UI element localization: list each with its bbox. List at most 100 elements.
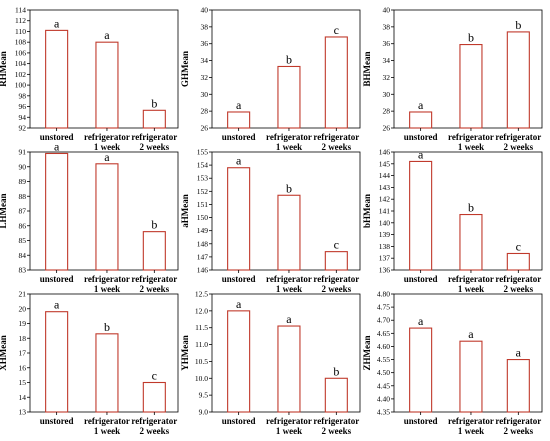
y-tick-label: 89 xyxy=(19,177,27,186)
y-tick-label: 110 xyxy=(15,27,26,36)
y-tick-label: 143 xyxy=(379,183,391,192)
x-tick-label: refrigerator 2 weeks xyxy=(131,274,177,294)
bar-2 xyxy=(459,44,483,129)
bar-1 xyxy=(409,111,433,129)
bar-1 xyxy=(45,152,69,271)
y-tick-label: 144 xyxy=(379,171,391,180)
y-tick-label: 36 xyxy=(383,39,391,48)
x-tick-label: unstored xyxy=(222,274,256,284)
chart-panel-ahmean: 146 147 148 149 150 151 152 153 154 155 aHMean a uns… xyxy=(180,148,361,294)
significance-letter: b xyxy=(468,201,474,215)
x-tick-label: refrigerator 1 week xyxy=(448,416,494,436)
bar-2 xyxy=(277,65,301,129)
bar-3 xyxy=(142,231,166,271)
x-tick-label: refrigerator 1 week xyxy=(84,274,130,294)
y-tick-label: 20 xyxy=(19,304,27,313)
bar-1 xyxy=(409,160,433,271)
y-tick-label: 141 xyxy=(379,207,391,216)
bar-1 xyxy=(409,327,433,413)
bar-2 xyxy=(277,194,301,271)
bar-3 xyxy=(142,381,166,413)
x-tick-label: refrigerator 2 weeks xyxy=(313,274,359,294)
y-tick-label: 12.5 xyxy=(195,290,208,299)
bar-3 xyxy=(506,31,530,129)
bar-2 xyxy=(95,163,119,271)
significance-letter: a xyxy=(104,150,110,164)
y-tick-label: 114 xyxy=(15,6,26,15)
x-tick-label: refrigerator 1 week xyxy=(448,274,494,294)
significance-letter: a xyxy=(418,147,424,161)
y-tick-label: 153 xyxy=(197,174,209,183)
bar-1 xyxy=(45,311,69,413)
y-tick-label: 138 xyxy=(379,242,391,251)
y-tick-label: 86 xyxy=(19,221,27,230)
y-tick-label: 4.55 xyxy=(377,355,390,364)
y-tick-label: 4.50 xyxy=(377,368,390,377)
y-tick-label: 150 xyxy=(197,213,209,222)
y-tick-label: 30 xyxy=(201,90,209,99)
significance-letter: b xyxy=(333,364,339,378)
y-tick-label: 91 xyxy=(19,148,27,157)
significance-letter: a xyxy=(286,312,292,326)
y-tick-label: 85 xyxy=(19,236,27,245)
y-tick-label: 146 xyxy=(197,266,209,275)
y-tick-label: 40 xyxy=(383,6,391,15)
y-tick-label: 102 xyxy=(15,70,27,79)
y-axis-label: YHMean xyxy=(180,335,190,371)
y-axis-label: XHMean xyxy=(0,335,8,371)
y-tick-label: 18 xyxy=(19,334,27,343)
bar-2 xyxy=(95,41,119,129)
x-tick-label: refrigerator 2 weeks xyxy=(495,274,541,294)
significance-letter: a xyxy=(54,16,60,30)
y-tick-label: 40 xyxy=(201,6,209,15)
significance-letter: a xyxy=(236,297,242,311)
significance-letter: c xyxy=(152,369,157,383)
y-tick-label: 10.5 xyxy=(195,357,208,366)
chart-panel-ghmean: 26 28 30 32 34 36 38 40 GHMean a unstored b refriger… xyxy=(180,6,361,152)
y-tick-label: 13 xyxy=(19,408,27,417)
y-tick-label: 146 xyxy=(379,148,391,157)
significance-letter: a xyxy=(54,139,60,153)
y-tick-label: 11.0 xyxy=(195,340,208,349)
y-axis-label: LHMean xyxy=(0,194,8,229)
y-tick-label: 21 xyxy=(19,290,27,299)
y-tick-label: 154 xyxy=(197,161,209,170)
significance-letter: b xyxy=(515,18,521,32)
y-tick-label: 139 xyxy=(379,230,391,239)
y-tick-label: 104 xyxy=(15,59,27,68)
y-tick-label: 106 xyxy=(15,48,27,57)
y-tick-label: 32 xyxy=(201,73,209,82)
y-tick-label: 90 xyxy=(19,162,27,171)
y-tick-label: 87 xyxy=(19,207,27,216)
y-tick-label: 28 xyxy=(201,107,209,116)
bar-3 xyxy=(324,377,348,413)
x-tick-label: refrigerator 1 week xyxy=(266,132,312,152)
bar-1 xyxy=(227,310,251,413)
y-axis-label: BHMean xyxy=(362,52,372,87)
y-tick-label: 140 xyxy=(379,218,391,227)
y-tick-label: 152 xyxy=(197,187,209,196)
bar-1 xyxy=(227,167,251,271)
x-tick-label: refrigerator 1 week xyxy=(84,416,130,436)
y-tick-label: 9.0 xyxy=(199,408,209,417)
x-tick-label: refrigerator 1 week xyxy=(266,416,312,436)
x-tick-label: unstored xyxy=(40,132,74,142)
y-tick-label: 32 xyxy=(383,73,391,82)
significance-letter: b xyxy=(286,52,292,66)
y-tick-label: 4.40 xyxy=(377,394,390,403)
significance-letter: a xyxy=(54,298,60,312)
x-tick-label: unstored xyxy=(40,274,74,284)
significance-letter: c xyxy=(516,239,521,253)
y-tick-label: 15 xyxy=(19,378,27,387)
chart-panel-bhmean: 26 28 30 32 34 36 38 40 BHMean a unstored b refriger… xyxy=(362,6,543,152)
y-tick-label: 148 xyxy=(197,239,209,248)
y-tick-label: 84 xyxy=(19,251,27,260)
bar-2 xyxy=(277,325,301,413)
x-tick-label: unstored xyxy=(404,132,438,142)
y-tick-label: 100 xyxy=(15,81,27,90)
y-tick-label: 30 xyxy=(383,90,391,99)
y-tick-label: 155 xyxy=(197,148,209,157)
y-tick-label: 88 xyxy=(19,192,27,201)
bar-3 xyxy=(324,251,348,271)
